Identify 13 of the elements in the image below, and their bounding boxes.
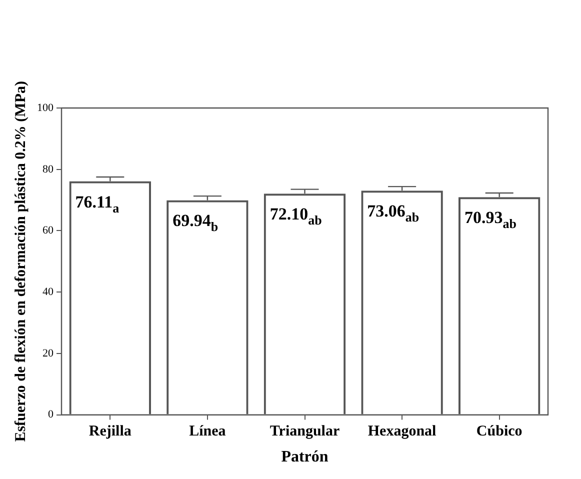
y-tick-label: 40 [42, 286, 54, 298]
x-tick-label: Hexagonal [368, 424, 436, 440]
x-tick-label: Triangular [270, 424, 340, 440]
x-tick-label: Rejilla [88, 424, 132, 440]
y-tick-label: 80 [42, 163, 54, 176]
y-tick-label: 0 [48, 408, 54, 421]
x-axis-title: Patrón [281, 448, 328, 466]
x-tick-label: Línea [189, 424, 226, 440]
y-tick-label: 100 [37, 102, 54, 114]
y-tick-label: 60 [42, 224, 54, 237]
y-axis-title: Esfuerzo de flexión en deformación plástica 0.2% (MPa) [12, 81, 29, 442]
x-tick-label: Cúbico [476, 424, 522, 440]
y-tick-label: 20 [42, 347, 54, 360]
